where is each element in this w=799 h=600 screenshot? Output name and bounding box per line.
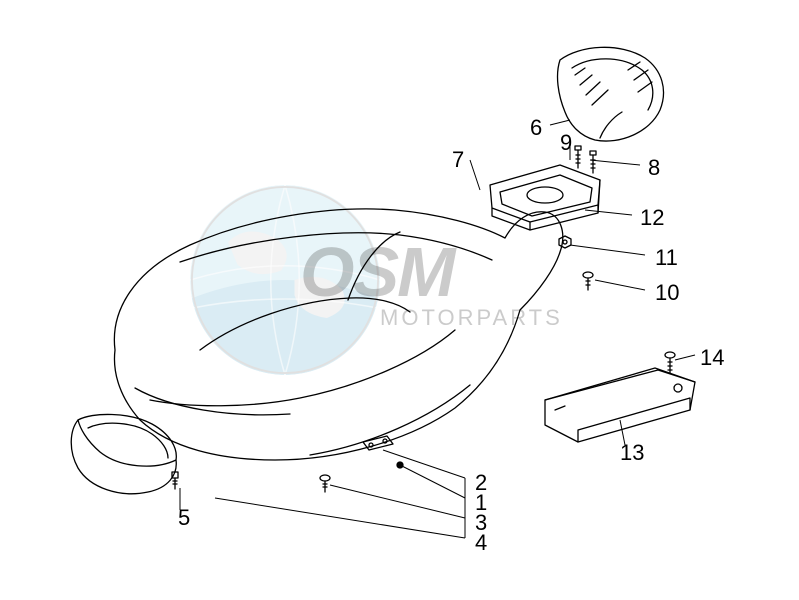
backrest-mount (490, 165, 600, 230)
callout-14: 14 (700, 345, 724, 371)
leader-lines (180, 120, 695, 538)
callout-13: 13 (620, 440, 644, 466)
callout-11: 11 (655, 245, 678, 271)
callout-7: 7 (452, 147, 464, 173)
nut-11 (559, 236, 571, 248)
screw-3 (320, 475, 330, 492)
hinge-bracket (363, 436, 393, 450)
callout-6: 6 (530, 115, 542, 141)
callout-8: 8 (648, 155, 660, 181)
tool-tray (545, 368, 695, 442)
seat-outline (114, 209, 562, 460)
screws-8 (575, 146, 596, 173)
callout-9: 9 (560, 130, 572, 156)
callout-12: 12 (640, 205, 664, 231)
screw-14 (665, 352, 675, 373)
backrest-pad (558, 47, 664, 141)
callout-4: 4 (475, 530, 487, 556)
bolt-10 (583, 272, 593, 290)
screw-5 (172, 472, 178, 489)
callout-10: 10 (655, 280, 679, 306)
front-cup (71, 420, 176, 494)
callout-2: 2 (475, 470, 487, 496)
diagram-canvas: OSM MOTORPARTS (0, 0, 799, 600)
callout-5: 5 (178, 505, 190, 531)
